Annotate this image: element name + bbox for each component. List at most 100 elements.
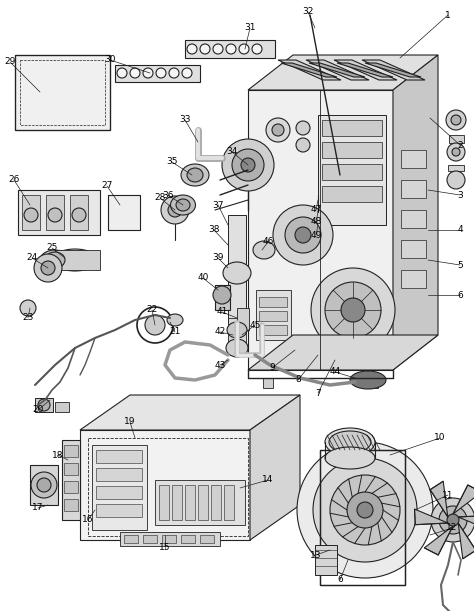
- Polygon shape: [18, 190, 100, 235]
- Circle shape: [226, 44, 236, 54]
- Text: 38: 38: [208, 225, 220, 235]
- Bar: [143, 535, 157, 543]
- Polygon shape: [334, 60, 397, 80]
- Bar: [181, 535, 195, 543]
- Polygon shape: [15, 55, 110, 130]
- Text: 5: 5: [457, 260, 463, 269]
- Circle shape: [182, 68, 192, 78]
- Circle shape: [72, 208, 86, 222]
- Polygon shape: [365, 63, 421, 77]
- Text: 40: 40: [197, 274, 209, 282]
- Bar: [259, 311, 287, 321]
- Bar: [120, 532, 220, 546]
- Text: 32: 32: [302, 7, 314, 16]
- Bar: [46, 195, 64, 230]
- Ellipse shape: [253, 241, 275, 259]
- Circle shape: [341, 298, 365, 322]
- Text: 11: 11: [442, 491, 454, 500]
- Circle shape: [169, 68, 179, 78]
- Circle shape: [447, 171, 465, 189]
- Text: 47: 47: [310, 205, 322, 214]
- Text: 27: 27: [101, 181, 113, 191]
- Polygon shape: [309, 63, 365, 77]
- Circle shape: [156, 68, 166, 78]
- Polygon shape: [453, 485, 474, 514]
- Circle shape: [325, 282, 381, 338]
- Text: 39: 39: [212, 254, 224, 263]
- Bar: [200, 535, 214, 543]
- Bar: [92, 445, 147, 530]
- Circle shape: [222, 139, 274, 191]
- Bar: [22, 195, 40, 230]
- Text: 1: 1: [445, 10, 451, 20]
- Circle shape: [143, 68, 153, 78]
- Circle shape: [273, 205, 333, 265]
- Circle shape: [200, 44, 210, 54]
- Bar: [70, 195, 88, 230]
- Text: 18: 18: [52, 450, 64, 459]
- Polygon shape: [458, 515, 474, 531]
- Bar: [124, 535, 138, 543]
- Bar: [172, 485, 182, 520]
- Circle shape: [272, 124, 284, 136]
- Circle shape: [330, 475, 400, 545]
- Ellipse shape: [350, 371, 386, 389]
- Circle shape: [311, 268, 395, 352]
- Text: 35: 35: [166, 158, 178, 167]
- Text: 17: 17: [32, 503, 44, 513]
- Bar: [64, 445, 78, 457]
- Circle shape: [31, 472, 57, 498]
- Circle shape: [41, 261, 55, 275]
- Text: 19: 19: [124, 417, 136, 426]
- Ellipse shape: [325, 428, 375, 456]
- Text: 9: 9: [269, 364, 275, 373]
- Bar: [322, 186, 382, 202]
- Text: 23: 23: [22, 313, 34, 323]
- Bar: [185, 485, 195, 520]
- Text: 2: 2: [457, 141, 463, 150]
- Bar: [401, 180, 426, 198]
- Text: 6: 6: [457, 290, 463, 299]
- Bar: [211, 485, 221, 520]
- Bar: [401, 240, 426, 258]
- Circle shape: [296, 121, 310, 135]
- Polygon shape: [185, 40, 275, 58]
- Bar: [55, 250, 100, 270]
- Polygon shape: [108, 195, 140, 230]
- Bar: [368, 378, 378, 388]
- Bar: [259, 297, 287, 307]
- Bar: [448, 165, 464, 171]
- Circle shape: [20, 300, 36, 316]
- Bar: [228, 318, 246, 348]
- Circle shape: [187, 44, 197, 54]
- Circle shape: [297, 442, 433, 578]
- Text: 14: 14: [262, 475, 273, 485]
- Bar: [401, 210, 426, 228]
- Bar: [315, 545, 337, 575]
- Bar: [64, 499, 78, 511]
- Circle shape: [266, 118, 290, 142]
- Circle shape: [451, 115, 461, 125]
- Circle shape: [285, 217, 321, 253]
- Ellipse shape: [53, 249, 98, 271]
- Circle shape: [213, 44, 223, 54]
- Polygon shape: [458, 523, 474, 559]
- Bar: [88, 438, 248, 536]
- Bar: [64, 481, 78, 493]
- Circle shape: [447, 143, 465, 161]
- Polygon shape: [248, 90, 393, 370]
- Polygon shape: [281, 63, 337, 77]
- Polygon shape: [248, 55, 438, 90]
- Circle shape: [447, 514, 459, 526]
- Text: 44: 44: [329, 367, 341, 376]
- Circle shape: [213, 286, 231, 304]
- Circle shape: [452, 148, 460, 156]
- Polygon shape: [80, 430, 250, 540]
- Text: 42: 42: [214, 327, 226, 337]
- Bar: [322, 142, 382, 158]
- Polygon shape: [80, 395, 300, 430]
- Text: 43: 43: [214, 360, 226, 370]
- Text: 13: 13: [310, 551, 322, 560]
- Circle shape: [37, 478, 51, 492]
- Circle shape: [168, 203, 182, 217]
